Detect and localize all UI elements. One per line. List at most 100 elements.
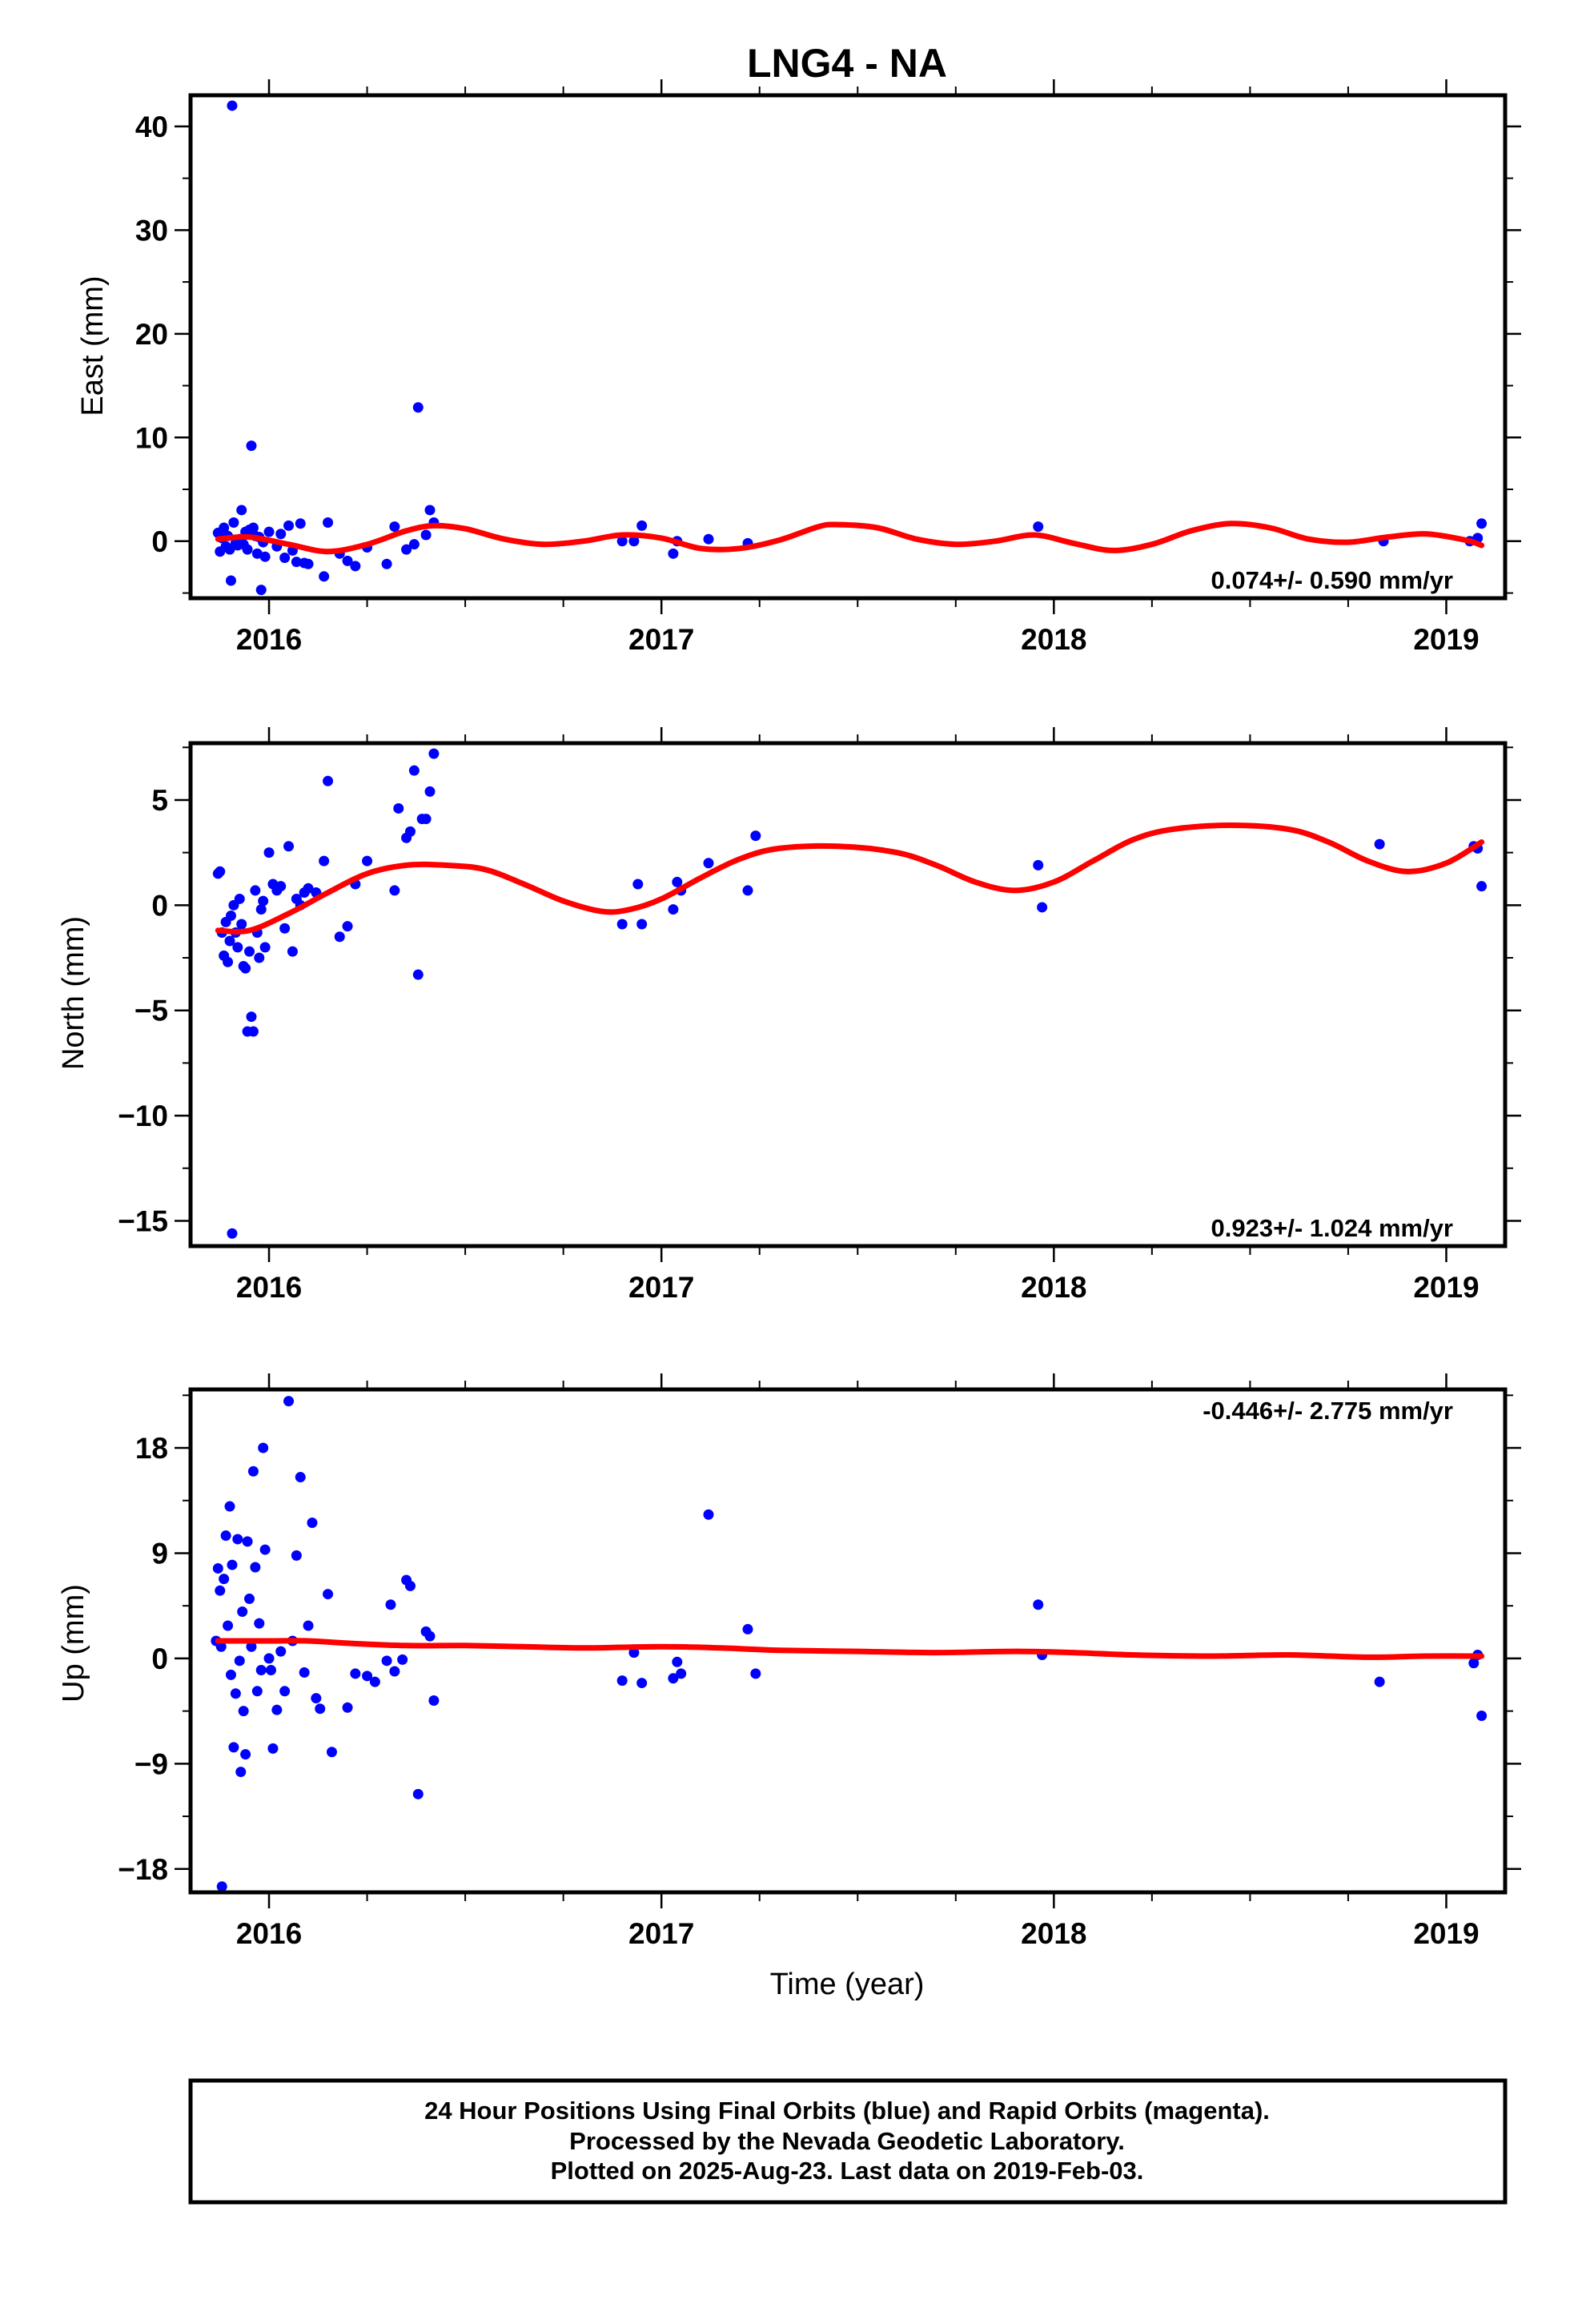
east-data-point (636, 520, 648, 531)
up-data-point (275, 1646, 287, 1657)
north-data-point (225, 910, 236, 921)
north-data-point (223, 956, 234, 967)
up-data-point (350, 1668, 361, 1679)
up-data-point (228, 1742, 239, 1753)
north-y-tick-label: −5 (135, 995, 168, 1027)
up-data-point (225, 1669, 236, 1680)
up-y-tick-label: −18 (118, 1853, 168, 1886)
north-data-point (668, 904, 679, 915)
east-data-point (389, 521, 400, 533)
up-data-point (265, 1665, 276, 1676)
up-data-point (1468, 1658, 1480, 1669)
chart-title: LNG4 - NA (747, 41, 947, 86)
north-data-point (283, 841, 295, 852)
north-data-point (234, 893, 245, 904)
up-data-point (389, 1666, 400, 1677)
north-x-tick-label: 2018 (1021, 1271, 1086, 1304)
east-data-point (225, 575, 236, 586)
north-x-tick-label: 2017 (628, 1271, 694, 1304)
east-data-point (279, 553, 291, 564)
east-data-point (255, 585, 267, 596)
east-data-point (259, 551, 271, 562)
up-data-point (1374, 1676, 1385, 1687)
east-data-point (1476, 518, 1488, 529)
north-data-point (1476, 881, 1488, 892)
up-data-point (323, 1589, 334, 1600)
east-y-tick-label: 20 (135, 318, 168, 351)
up-data-point (291, 1550, 302, 1561)
up-x-tick-label: 2016 (236, 1917, 302, 1950)
up-frame (188, 1387, 1508, 1895)
up-data-point (255, 1665, 267, 1676)
east-data-point (350, 561, 361, 572)
up-data-point (283, 1396, 295, 1407)
up-data-point (232, 1534, 243, 1545)
north-data-point (742, 885, 753, 896)
east-data-point (247, 522, 259, 533)
north-data-point (389, 885, 400, 896)
east-data-point (275, 529, 287, 540)
north-data-point (636, 919, 648, 930)
north-data-point (224, 935, 235, 947)
up-data-point (250, 1562, 261, 1573)
north-data-point (247, 1026, 259, 1037)
up-data-point (636, 1678, 648, 1689)
east-data-point (219, 522, 230, 533)
east-data-point (1033, 521, 1044, 533)
north-data-point (1037, 902, 1048, 913)
north-data-point (424, 786, 436, 797)
up-data-point (307, 1517, 318, 1528)
north-data-point (287, 946, 298, 957)
up-data-point (412, 1788, 424, 1799)
up-data-point (326, 1747, 337, 1758)
north-y-tick-label: −15 (118, 1204, 168, 1237)
east-data-point (342, 555, 353, 566)
north-data-point (303, 883, 314, 894)
north-data-point (632, 879, 644, 890)
north-data-point (254, 952, 265, 963)
up-data-point (212, 1562, 223, 1574)
north-data-point (393, 802, 404, 814)
up-rate-label: -0.446+/- 2.775 mm/yr (1203, 1397, 1453, 1425)
north-data-point (259, 942, 271, 953)
up-data-point (246, 1641, 257, 1652)
north-data-point (342, 921, 353, 932)
north-data-point (240, 963, 251, 974)
north-data-point (408, 765, 420, 776)
east-data-point (242, 544, 253, 555)
north-data-point (750, 830, 761, 842)
north-data-point (412, 969, 424, 980)
up-data-point (404, 1580, 416, 1591)
up-data-point (342, 1702, 353, 1713)
caption-line-2: Processed by the Nevada Geodetic Laborat… (569, 2127, 1125, 2155)
east-data-point (401, 544, 412, 555)
east-data-point (236, 505, 247, 516)
north-data-point (672, 876, 683, 887)
up-data-point (295, 1472, 306, 1483)
up-x-tick-label: 2017 (628, 1917, 694, 1950)
up-x-tick-label: 2018 (1021, 1917, 1086, 1950)
north-data-point (263, 847, 275, 858)
north-data-point (703, 858, 714, 869)
east-data-point (323, 517, 334, 528)
up-data-point (267, 1743, 279, 1754)
up-y-tick-label: −9 (135, 1747, 168, 1780)
north-data-point (616, 919, 628, 930)
north-data-point (215, 866, 226, 877)
north-data-point (1033, 859, 1044, 870)
north-y-tick-label: 0 (151, 889, 168, 922)
east-plot-area: 2016 2017 2018 2019 0 10 20 30 40 (135, 79, 1521, 656)
north-frame (188, 741, 1508, 1248)
east-data-point (227, 100, 238, 111)
up-panel: 2016 2017 2018 2019 18 9 0 −9 −18 Up (mm) -0.446… (57, 1373, 1521, 1950)
up-data-point (279, 1686, 291, 1697)
up-data-point (668, 1673, 679, 1684)
north-data-point (244, 946, 255, 957)
up-data-point (303, 1620, 314, 1631)
up-data-point (676, 1668, 687, 1679)
up-data-point (219, 1574, 230, 1585)
east-data-point (246, 440, 257, 452)
north-data-point (428, 748, 440, 759)
north-data-point (246, 1011, 257, 1023)
